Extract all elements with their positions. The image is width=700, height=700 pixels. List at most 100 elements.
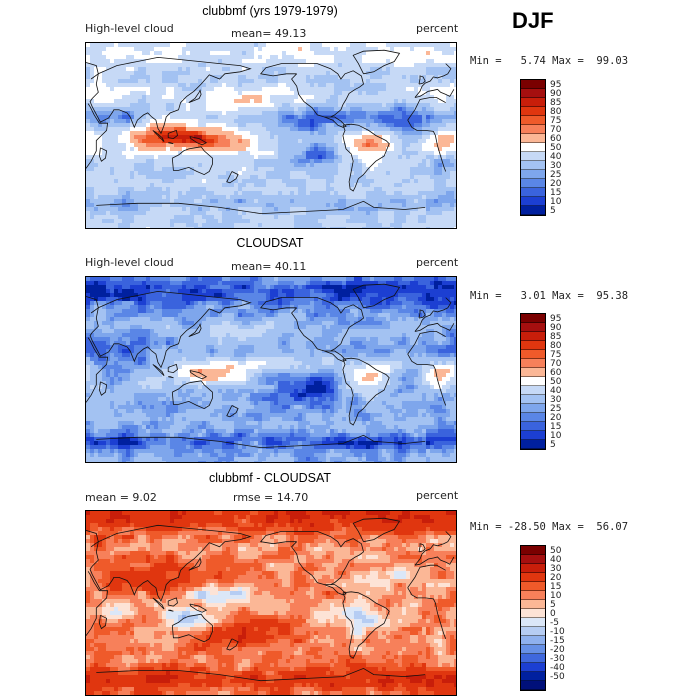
colorbar-tick-label: 10 — [550, 590, 562, 601]
colorbar-tick-label: 90 — [550, 88, 562, 99]
colorbar-segment — [521, 107, 545, 116]
colorbar-segment — [521, 573, 545, 582]
panel-stat-label: rmse = 14.70 — [233, 491, 309, 504]
coastline — [188, 556, 202, 571]
colorbar-segment — [521, 386, 545, 395]
colorbar-segment — [521, 654, 545, 663]
colorbar-segment — [521, 413, 545, 422]
panel-left-label: mean = 9.02 — [85, 491, 157, 504]
map-panel-obs — [85, 276, 457, 463]
colorbar-segment — [521, 206, 545, 215]
map-panel-diff — [85, 510, 457, 696]
colorbar-segment — [521, 116, 545, 125]
coastline — [352, 517, 401, 543]
coastline — [171, 146, 213, 176]
colorbar-segment — [521, 80, 545, 89]
coastline — [324, 116, 347, 128]
coastline — [324, 350, 347, 362]
colorbar-tick-label: 75 — [550, 349, 562, 360]
coastline — [189, 603, 208, 613]
colorbar-segment — [521, 440, 545, 449]
panel-units-label: percent — [416, 489, 459, 502]
coastline — [168, 376, 174, 379]
coastline — [89, 524, 252, 602]
coastline — [98, 147, 108, 162]
colorbar-tick-label: -10 — [550, 626, 565, 637]
colorbar-segment — [521, 314, 545, 323]
panel-title: CLOUDSAT — [236, 236, 304, 250]
colorbar-segment — [521, 564, 545, 573]
coastline — [342, 591, 390, 659]
colorbar-tick-label: -15 — [550, 635, 565, 646]
colorbar-tick-label: 60 — [550, 133, 562, 144]
colorbar-segment — [521, 368, 545, 377]
colorbar-segment — [521, 663, 545, 672]
colorbar-tick-label: 70 — [550, 124, 562, 135]
colorbar-diff: 50 40 30 20 15 10 5 0 -5 -10 -15 -20 -30 -40 -50 — [520, 545, 565, 691]
colorbar-tick-label: 40 — [550, 385, 562, 396]
coastline — [418, 75, 426, 85]
coastline — [259, 297, 364, 352]
colorbar-segment — [521, 600, 545, 609]
season-label: DJF — [512, 8, 554, 33]
coastline — [168, 609, 174, 612]
map-panel-model — [85, 42, 457, 229]
colorbar-tick-label: 85 — [550, 97, 562, 108]
colorbar-segment — [521, 179, 545, 188]
coastline — [167, 597, 178, 607]
colorbar-tick-label: 85 — [550, 331, 562, 342]
colorbar-tick-label: 40 — [550, 151, 562, 162]
colorbar-segment — [521, 197, 545, 206]
colorbar-segment — [521, 377, 545, 386]
colorbar-tick-label: -40 — [550, 662, 565, 673]
coastline — [86, 564, 447, 639]
colorbar-tick-label: 75 — [550, 115, 562, 126]
colorbar-segment — [521, 350, 545, 359]
colorbar-segment — [521, 143, 545, 152]
colorbar-segment — [521, 618, 545, 627]
colorbar-tick-label: -20 — [550, 644, 565, 655]
colorbar-segment — [521, 422, 545, 431]
colorbar-tick-label: 60 — [550, 367, 562, 378]
colorbar-tick-label: 20 — [550, 572, 562, 583]
colorbar-tick-label: 25 — [550, 403, 562, 414]
colorbar-segment — [521, 627, 545, 636]
colorbar-segment — [521, 341, 545, 350]
colorbar-tick-label: 70 — [550, 358, 562, 369]
coastline — [86, 331, 447, 406]
colorbar-segment — [521, 404, 545, 413]
coastline — [168, 142, 174, 145]
panel-stat-label: mean= 49.13 — [231, 27, 307, 40]
colorbar-tick-label: 40 — [550, 554, 562, 565]
coastline — [324, 584, 347, 596]
panel-title: clubbmf (yrs 1979-1979) — [202, 4, 338, 18]
coastline — [98, 614, 108, 630]
colorbar-tick-label: 80 — [550, 340, 562, 351]
colorbar-segment — [521, 591, 545, 600]
colorbar-tick-label: 0 — [550, 608, 556, 619]
colorbar-tick-label: 30 — [550, 394, 562, 405]
panel-left-label: High-level cloud — [85, 256, 174, 269]
colorbar-tick-label: 5 — [550, 205, 556, 216]
colorbar-segment — [521, 546, 545, 555]
colorbar-obs: 95 90 85 80 75 70 60 50 40 30 25 20 15 10 5 — [520, 313, 561, 450]
colorbar-tick-label: 15 — [550, 187, 562, 198]
colorbar-tick-label: -30 — [550, 653, 565, 664]
colorbar-tick-label: -5 — [550, 617, 559, 628]
coastline — [86, 97, 447, 172]
colorbar-tick-label: 50 — [550, 545, 562, 556]
colorbar-segment — [521, 395, 545, 404]
colorbar-tick-label: 30 — [550, 160, 562, 171]
colorbar-model: 95 90 85 80 75 70 60 50 40 30 25 20 15 10 5 — [520, 79, 561, 216]
panel-title: clubbmf - CLOUDSAT — [208, 471, 331, 485]
coastline — [96, 434, 426, 449]
colorbar-segment — [521, 152, 545, 161]
colorbar-segment — [521, 645, 545, 654]
min-max-readout: Min = -28.50 Max = 56.07 — [470, 521, 629, 533]
colorbar-tick-label: 50 — [550, 376, 562, 387]
coastline — [96, 200, 426, 215]
panel-stat-label: mean= 40.11 — [231, 260, 307, 273]
coastline — [352, 283, 401, 309]
colorbar-segment — [521, 323, 545, 332]
colorbar-segment — [521, 188, 545, 197]
